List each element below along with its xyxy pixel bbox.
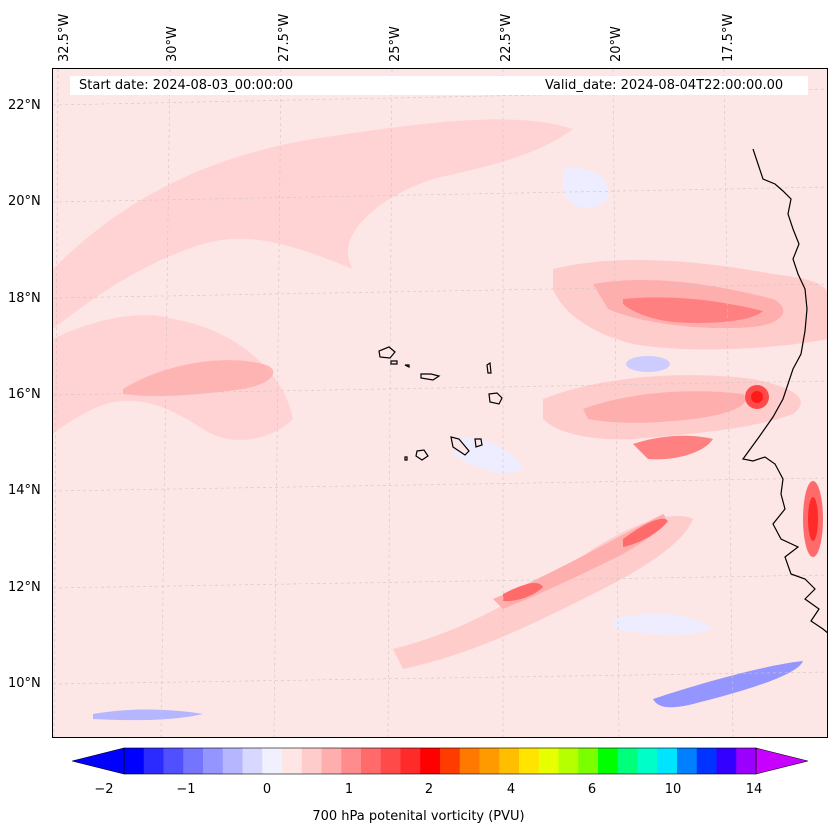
date-header-box bbox=[70, 76, 808, 95]
colorbar-cell bbox=[736, 748, 757, 774]
african-coastline bbox=[741, 148, 827, 634]
colorbar bbox=[72, 747, 808, 775]
lon-label-30w: 30°W bbox=[165, 26, 180, 62]
colorbar-cell bbox=[440, 748, 461, 774]
lon-label-27-5w: 27.5°W bbox=[277, 13, 292, 62]
pv-map bbox=[52, 68, 828, 738]
colorbar-cell bbox=[459, 748, 480, 774]
colorbar-cell bbox=[400, 748, 421, 774]
colorbar-cell bbox=[361, 748, 382, 774]
colorbar-cell bbox=[301, 748, 322, 774]
cape-verde-islands bbox=[378, 346, 503, 461]
colorbar-cell bbox=[499, 748, 520, 774]
colorbar-cell bbox=[262, 748, 283, 774]
lat-label-18n: 18°N bbox=[8, 291, 41, 306]
colorbar-cell bbox=[124, 748, 145, 774]
colorbar-cell bbox=[637, 748, 658, 774]
colorbar-cell bbox=[598, 748, 619, 774]
colorbar-label: 700 hPa potenital vorticity (PVU) bbox=[312, 809, 525, 824]
colorbar-cell bbox=[321, 748, 342, 774]
colorbar-cell bbox=[203, 748, 224, 774]
pv-field bbox=[53, 69, 827, 737]
colorbar-tick-2: 2 bbox=[424, 782, 434, 797]
colorbar-cell bbox=[341, 748, 362, 774]
pv-negative-band-south bbox=[653, 661, 803, 708]
colorbar-cell bbox=[677, 748, 698, 774]
lon-label-22-5w: 22.5°W bbox=[499, 13, 514, 62]
lat-label-10n: 10°N bbox=[8, 676, 41, 691]
colorbar-cell bbox=[282, 748, 303, 774]
colorbar-cell bbox=[578, 748, 599, 774]
colorbar-over-arrow bbox=[755, 747, 808, 775]
colorbar-cell bbox=[696, 748, 717, 774]
lat-label-14n: 14°N bbox=[8, 483, 41, 498]
graticule bbox=[53, 69, 827, 737]
pv-band-15n-max bbox=[633, 435, 713, 460]
pv-band-north-plume bbox=[53, 119, 573, 330]
pv-negative-patch-north bbox=[563, 168, 609, 209]
colorbar-cell bbox=[538, 748, 559, 774]
colorbar-cell bbox=[479, 748, 500, 774]
colorbar-cell bbox=[163, 748, 184, 774]
lat-label-12n: 12°N bbox=[8, 580, 41, 595]
lat-label-20n: 20°N bbox=[8, 194, 41, 209]
lat-label-22n: 22°N bbox=[8, 98, 41, 113]
colorbar-tick-0: 0 bbox=[262, 782, 272, 797]
colorbar-cell bbox=[420, 748, 441, 774]
colorbar-tick-6: 6 bbox=[587, 782, 597, 797]
colorbar-cell bbox=[519, 748, 540, 774]
lon-label-17-5w: 17.5°W bbox=[721, 13, 736, 62]
colorbar-tick-10: 10 bbox=[664, 782, 682, 797]
pv-band-18n-max bbox=[623, 297, 763, 323]
pv-band-13n-max bbox=[503, 583, 543, 602]
lon-label-25w: 25°W bbox=[388, 26, 403, 62]
colorbar-cell bbox=[183, 748, 204, 774]
colorbar-cell bbox=[222, 748, 243, 774]
colorbar-cell bbox=[242, 748, 263, 774]
colorbar-cell bbox=[716, 748, 737, 774]
colorbar-tick-neg2: −2 bbox=[94, 782, 114, 797]
valid-date-label: Valid_date: 2024-08-04T22:00:00.00 bbox=[545, 78, 784, 93]
pv-band-15n-core bbox=[583, 391, 746, 423]
lon-label-20w: 20°W bbox=[609, 26, 624, 62]
colorbar-cell bbox=[380, 748, 401, 774]
lon-label-32-5w: 32.5°W bbox=[57, 13, 72, 62]
pv-band-west-core bbox=[123, 360, 274, 397]
start-date-label: Start date: 2024-08-03_00:00:00 bbox=[79, 78, 294, 93]
colorbar-cell bbox=[617, 748, 638, 774]
colorbar-tick-4: 4 bbox=[506, 782, 516, 797]
colorbar-tick-neg1: −1 bbox=[176, 782, 196, 797]
colorbar-cell bbox=[657, 748, 678, 774]
colorbar-cell bbox=[558, 748, 579, 774]
colorbar-tick-1: 1 bbox=[344, 782, 354, 797]
colorbar-under-arrow bbox=[72, 747, 125, 775]
colorbar-tick-14: 14 bbox=[745, 782, 763, 797]
lat-label-16n: 16°N bbox=[8, 387, 41, 402]
colorbar-cell bbox=[143, 748, 164, 774]
